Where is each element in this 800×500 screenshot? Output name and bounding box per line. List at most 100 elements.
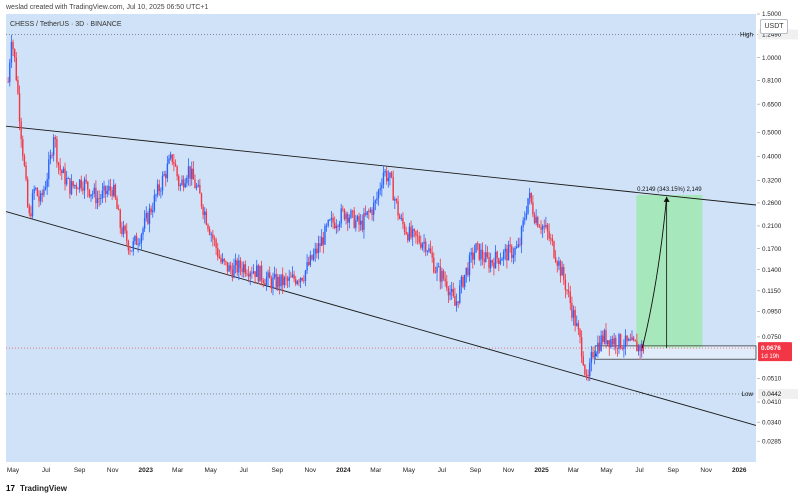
- candle-body: [77, 188, 79, 190]
- candle-body: [553, 241, 555, 258]
- candle-body: [56, 139, 58, 163]
- candle-body: [546, 224, 549, 232]
- currency-unit-selector[interactable]: USDT: [760, 19, 788, 34]
- candle-body: [385, 171, 388, 182]
- candle-body: [254, 271, 256, 277]
- candle-body: [121, 227, 123, 235]
- candle-body: [584, 365, 586, 375]
- candle-body: [200, 193, 203, 207]
- price-tick-label: 0.0750: [762, 334, 782, 341]
- candle-body: [83, 179, 86, 191]
- candle-body: [394, 198, 396, 201]
- candle-body: [291, 274, 294, 278]
- candle-body: [163, 174, 165, 176]
- price-axis[interactable]: [757, 14, 800, 462]
- candle-body: [641, 343, 643, 352]
- candle-body: [103, 186, 105, 191]
- candle-body: [260, 265, 263, 280]
- candle-body: [308, 262, 310, 265]
- candle-body: [233, 265, 235, 278]
- candle-body: [215, 239, 217, 249]
- time-tick-label: 2026: [732, 467, 747, 474]
- candle-body: [226, 262, 229, 272]
- candle-body: [592, 352, 594, 358]
- candle-body: [285, 277, 287, 279]
- candle-body: [31, 193, 34, 217]
- candle-body: [628, 339, 630, 341]
- candle-body: [483, 258, 485, 262]
- candle-body: [43, 189, 45, 195]
- candle-body: [413, 229, 416, 232]
- plot-area[interactable]: [6, 14, 756, 462]
- candle-body: [392, 177, 394, 201]
- candle-body: [446, 281, 448, 289]
- candle-body: [480, 249, 482, 260]
- candle-body: [587, 374, 589, 377]
- candle-body: [509, 244, 511, 247]
- candle-body: [358, 216, 360, 225]
- price-tick-label: 0.0340: [762, 419, 782, 426]
- chart-svg[interactable]: 0.2149 (343.15%) 2,149 1.5000 1.2490 1.000…: [0, 0, 800, 480]
- candle-body: [340, 208, 342, 224]
- candle-body: [481, 249, 484, 259]
- candle-body: [41, 193, 43, 195]
- candle-body: [35, 187, 37, 189]
- candle-body: [377, 190, 380, 199]
- candle-body: [488, 256, 490, 269]
- candle-body: [418, 236, 420, 243]
- price-tick-label: 0.3200: [762, 178, 782, 185]
- candle-body: [286, 278, 289, 281]
- high-label: High: [740, 32, 753, 39]
- candle-body: [282, 274, 284, 286]
- candle-body: [642, 343, 645, 352]
- candle-body: [397, 200, 399, 216]
- candle-body: [25, 165, 27, 180]
- candle-body: [332, 217, 334, 223]
- time-tick-label: Nov: [107, 467, 119, 474]
- candle-body: [473, 252, 476, 260]
- candle-body: [626, 335, 628, 341]
- candle-body: [543, 225, 545, 227]
- projection-path: [641, 196, 668, 349]
- candle-body: [104, 186, 107, 194]
- candle-body: [270, 278, 273, 289]
- candle-body: [338, 223, 341, 227]
- candle-body: [524, 218, 526, 221]
- candle-body: [126, 230, 128, 242]
- price-tick-label: 1.5000: [762, 11, 782, 18]
- candle-body: [355, 220, 357, 228]
- candle-body: [496, 251, 498, 259]
- candle-body: [330, 217, 333, 220]
- candle-body: [407, 233, 409, 241]
- support-box: [594, 345, 757, 360]
- candle-body: [608, 340, 610, 348]
- time-tick-label: May: [403, 467, 416, 474]
- candle-body: [491, 260, 493, 263]
- candle-body: [459, 285, 461, 303]
- time-axis[interactable]: [6, 462, 800, 478]
- candle-body: [257, 265, 260, 282]
- price-tick-label: 0.2100: [762, 223, 782, 230]
- candle-body: [476, 243, 479, 245]
- tradingview-brand[interactable]: 17 TradingView: [6, 484, 67, 493]
- candle-body: [605, 330, 607, 344]
- candle-body: [207, 224, 209, 229]
- candle-body: [613, 338, 615, 345]
- candle-body: [631, 337, 633, 341]
- candle-body: [572, 310, 575, 318]
- time-tick-label: 2023: [138, 467, 153, 474]
- candle-body: [463, 274, 466, 288]
- candle-body: [57, 162, 60, 166]
- candle-body: [444, 278, 446, 282]
- candle-body: [589, 362, 591, 377]
- candle-body: [85, 179, 87, 182]
- candle-body: [186, 177, 188, 184]
- candle-body: [117, 208, 120, 211]
- candle-body: [78, 179, 81, 190]
- candle-body: [540, 227, 542, 230]
- last-price-value: 0.0676: [761, 345, 781, 352]
- time-tick-label: Nov: [700, 467, 712, 474]
- candle-body: [499, 260, 502, 264]
- candle-body: [580, 337, 583, 357]
- candle-body: [325, 225, 328, 227]
